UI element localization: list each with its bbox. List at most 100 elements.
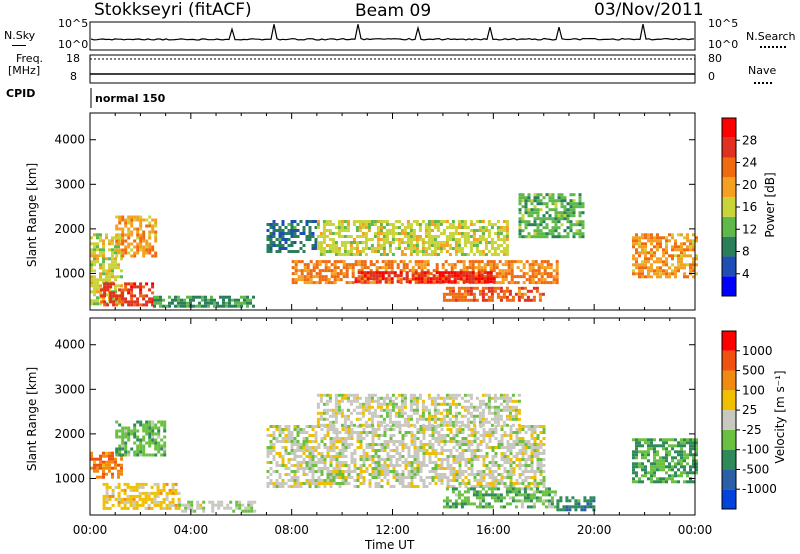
heatmap-cell <box>159 488 163 492</box>
heatmap-cell <box>539 217 543 221</box>
heatmap-cell <box>578 229 582 233</box>
heatmap-cell <box>308 470 312 473</box>
heatmap-cell <box>502 505 506 509</box>
heatmap-cell <box>509 458 513 461</box>
heatmap-cell <box>665 242 668 246</box>
heatmap-cell <box>350 476 354 479</box>
heatmap-cell <box>467 467 471 470</box>
heatmap-cell <box>437 452 441 455</box>
heatmap-cell <box>331 244 335 247</box>
heatmap-cell <box>496 420 500 424</box>
heatmap-cell <box>320 440 324 443</box>
heatmap-cell <box>103 288 107 292</box>
heatmap-cell <box>174 295 177 299</box>
heatmap-cell <box>337 402 341 406</box>
heatmap-cell <box>502 396 506 400</box>
heatmap-cell <box>133 441 137 445</box>
heatmap-cell <box>177 497 181 501</box>
heatmap-cell <box>406 220 410 223</box>
heatmap-cell <box>424 253 428 256</box>
heatmap-cell <box>488 482 492 485</box>
heatmap-cell <box>332 482 336 485</box>
heatmap-cell <box>692 266 695 270</box>
heatmap-cell <box>521 425 525 428</box>
heatmap-cell <box>293 226 297 229</box>
heatmap-cell <box>429 280 433 284</box>
heatmap-cell <box>335 446 339 449</box>
heatmap-cell <box>370 238 374 241</box>
heatmap-cell <box>560 235 564 239</box>
heatmap-cell <box>434 449 438 452</box>
heatmap-cell <box>114 260 117 264</box>
heatmap-cell <box>475 405 479 409</box>
heatmap-cell <box>448 235 452 238</box>
heatmap-cell <box>102 475 105 479</box>
heatmap-cell <box>483 277 487 281</box>
heatmap-cell <box>337 253 341 256</box>
heatmap-cell <box>130 224 134 228</box>
heatmap-cell <box>647 269 650 273</box>
heatmap-cell <box>555 278 559 282</box>
heatmap-cell <box>474 272 478 276</box>
heatmap-cell <box>297 269 301 273</box>
heatmap-cell <box>359 470 363 473</box>
heatmap-cell <box>407 482 411 485</box>
y-tick-label: 4000 <box>54 338 85 352</box>
heatmap-cell <box>550 505 554 509</box>
heatmap-cell <box>659 257 662 261</box>
heatmap-cell <box>324 260 328 264</box>
heatmap-cell <box>572 199 576 203</box>
heatmap-cell <box>451 487 455 491</box>
heatmap-cell <box>656 477 659 481</box>
heatmap-cell <box>430 402 434 406</box>
heatmap-cell <box>426 271 430 275</box>
heatmap-cell <box>328 399 332 403</box>
heatmap-cell <box>374 455 378 458</box>
heatmap-cell <box>226 506 230 510</box>
heatmap-cell <box>495 266 499 270</box>
heatmap-cell <box>111 466 114 470</box>
heatmap-cell <box>275 437 279 440</box>
heatmap-cell <box>494 464 498 467</box>
heatmap-cell <box>506 473 510 476</box>
heatmap-cell <box>323 485 327 488</box>
heatmap-cell <box>556 502 560 506</box>
heatmap-cell <box>302 470 306 473</box>
heatmap-cell <box>389 425 393 428</box>
heatmap-cell <box>368 482 372 485</box>
heatmap-cell <box>665 465 668 469</box>
heatmap-cell <box>340 414 344 418</box>
heatmap-cell <box>500 482 504 485</box>
heatmap-cell <box>369 263 373 267</box>
heatmap-cell <box>341 482 345 485</box>
heatmap-cell <box>376 235 380 238</box>
heatmap-cell <box>287 244 291 247</box>
heatmap-cell <box>361 414 365 418</box>
heatmap-cell <box>395 473 399 476</box>
heatmap-cell <box>445 420 449 424</box>
heatmap-cell <box>151 453 155 457</box>
heatmap-cell <box>148 230 152 234</box>
heatmap-cell <box>305 473 309 476</box>
heatmap-cell <box>148 242 152 246</box>
heatmap-cell <box>538 295 542 299</box>
heatmap-cell <box>632 257 635 261</box>
heatmap-cell <box>317 443 321 446</box>
heatmap-cell <box>451 289 455 293</box>
heatmap-cell <box>329 461 333 464</box>
heatmap-cell <box>406 420 410 424</box>
heatmap-cell <box>518 208 522 212</box>
heatmap-cell <box>284 440 288 443</box>
heatmap-cell <box>542 202 546 206</box>
heatmap-cell <box>580 505 584 509</box>
heatmap-cell <box>647 272 650 276</box>
heatmap-cell <box>404 434 408 437</box>
heatmap-cell <box>269 244 273 247</box>
heatmap-cell <box>499 493 503 497</box>
heatmap-cell <box>293 428 297 431</box>
heatmap-cell <box>196 503 200 507</box>
heatmap-cell <box>401 437 405 440</box>
heatmap-cell <box>96 466 99 470</box>
heatmap-cell <box>641 272 644 276</box>
heatmap-cell <box>114 236 117 240</box>
